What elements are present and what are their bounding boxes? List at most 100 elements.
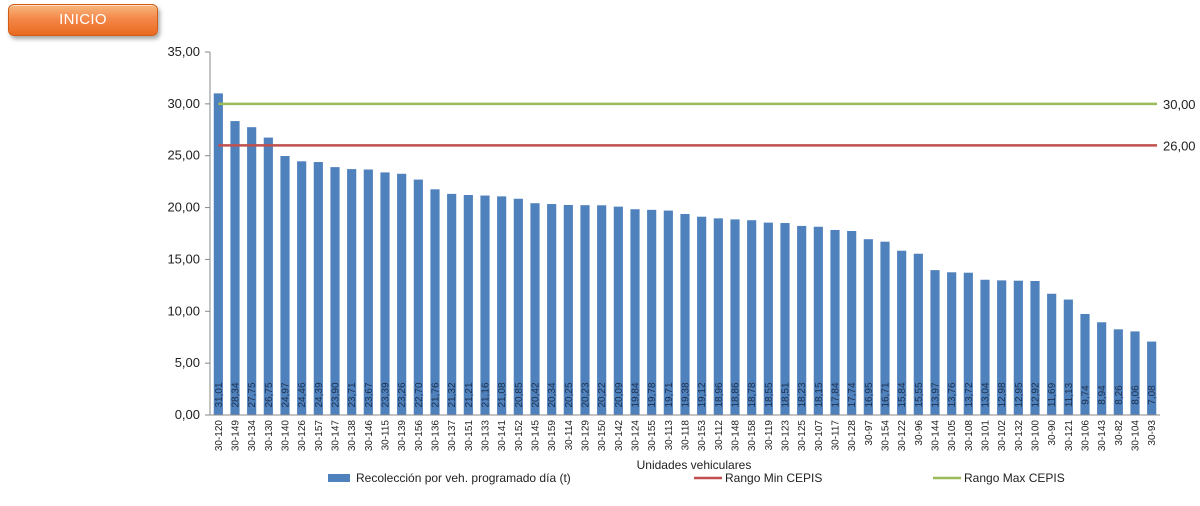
x-tick-label: 30-121: [1064, 420, 1075, 452]
bar-30-90: [1047, 293, 1057, 415]
bar-30-137: [447, 193, 457, 415]
x-tick-label: 30-126: [297, 420, 308, 452]
x-tick-label: 30-140: [281, 420, 292, 452]
bar-value-label: 18,51: [781, 382, 792, 407]
x-tick-label: 30-132: [1014, 420, 1025, 452]
bar-30-126: [297, 161, 307, 415]
bar-value-label: 27,75: [247, 382, 258, 407]
x-tick-label: 30-108: [964, 420, 975, 452]
bar-30-130: [263, 137, 273, 416]
x-tick-label: 30-155: [647, 420, 658, 452]
legend-swatch-bar: [328, 474, 350, 482]
bar-value-label: 20,42: [531, 382, 542, 407]
bar-30-133: [480, 195, 490, 415]
ref-line-label: 26,00: [1163, 138, 1196, 153]
legend-label-bar: Recolección por veh. programado día (t): [356, 471, 571, 485]
bar-30-145: [530, 203, 540, 415]
bar-value-label: 20,09: [614, 382, 625, 407]
bar-value-label: 18,55: [764, 382, 775, 407]
bar-value-label: 7,08: [1147, 385, 1158, 405]
x-tick-label: 30-148: [731, 420, 742, 452]
x-tick-label: 30-106: [1081, 420, 1092, 452]
bar-value-label: 16,71: [881, 382, 892, 407]
x-tick-label: 30-119: [764, 420, 775, 451]
bar-value-label: 20,23: [581, 382, 592, 407]
bar-value-label: 18,86: [731, 382, 742, 407]
bar-value-label: 16,95: [864, 382, 875, 407]
y-tick-label: 20,00: [167, 200, 200, 215]
bar-30-100: [1030, 281, 1040, 415]
bar-value-label: 23,90: [331, 382, 342, 407]
bar-value-labels: 31,01 28,34 27,75 26,75 24,97 24,46 24,39 23,90…: [214, 382, 1158, 407]
x-tick-label: 30-143: [1097, 420, 1108, 452]
bar-value-label: 24,97: [281, 382, 292, 407]
bar-value-label: 19,78: [647, 382, 658, 407]
bar-value-label: 15,84: [897, 382, 908, 407]
bar-30-139: [397, 173, 407, 415]
bar-30-152: [513, 198, 523, 415]
bar-value-label: 21,32: [447, 382, 458, 407]
bar-value-label: 22,70: [414, 382, 425, 407]
bar-30-149: [230, 121, 240, 415]
bar-30-142: [613, 206, 623, 415]
bar-value-label: 23,71: [347, 382, 358, 407]
y-tick-label: 10,00: [167, 303, 200, 318]
x-tick-label: 30-141: [497, 420, 508, 452]
x-tick-label: 30-157: [314, 420, 325, 452]
bar-30-114: [563, 204, 573, 415]
bar-value-label: 24,39: [314, 382, 325, 407]
x-tick-label: 30-133: [481, 420, 492, 452]
bar-value-label: 24,46: [297, 382, 308, 407]
y-tick-label: 30,00: [167, 96, 200, 111]
bar-value-label: 18,23: [797, 382, 808, 407]
bar-value-label: 21,16: [481, 382, 492, 407]
bar-value-label: 26,75: [264, 382, 275, 407]
bar-value-label: 8,94: [1097, 385, 1108, 405]
x-tick-label: 30-96: [914, 420, 925, 446]
x-tick-label: 30-151: [464, 420, 475, 452]
x-tick-label: 30-149: [231, 420, 242, 452]
bar-30-153: [697, 216, 707, 415]
y-axis-ticks: 0,00 5,00 10,00 15,00 20,00 25,00 30,00 35,00: [167, 44, 200, 422]
x-tick-label: 30-156: [414, 420, 425, 452]
bar-value-label: 23,67: [364, 382, 375, 407]
bar-value-label: 13,72: [964, 382, 975, 407]
bar-30-115: [380, 172, 390, 415]
bar-30-157: [313, 162, 323, 415]
x-tick-label: 30-158: [747, 420, 758, 452]
bar-30-147: [330, 167, 340, 415]
bar-30-124: [630, 209, 640, 415]
bar-30-156: [413, 179, 423, 415]
bar-30-120: [213, 93, 223, 415]
bar-value-label: 17,74: [847, 382, 858, 407]
bar-30-105: [947, 272, 957, 415]
x-tick-label: 30-82: [1114, 420, 1125, 446]
x-tick-label: 30-93: [1147, 420, 1158, 446]
bar-value-label: 9,74: [1081, 385, 1092, 405]
x-tick-label: 30-129: [581, 420, 592, 452]
bar-value-label: 13,04: [981, 382, 992, 407]
x-tick-label: 30-145: [531, 420, 542, 452]
bar-30-151: [463, 195, 473, 415]
x-tick-label: 30-128: [847, 420, 858, 452]
x-tick-label: 30-146: [364, 420, 375, 452]
bar-30-123: [780, 223, 790, 415]
x-tick-label: 30-90: [1047, 420, 1058, 446]
x-tick-label: 30-112: [714, 420, 725, 451]
y-tick-label: 0,00: [175, 407, 200, 422]
x-tick-label: 30-123: [781, 420, 792, 452]
bar-30-158: [747, 220, 757, 415]
bar-value-label: 23,39: [381, 382, 392, 407]
bar-value-label: 8,06: [1131, 385, 1142, 405]
bar-value-label: 19,71: [664, 382, 675, 407]
bar-30-148: [730, 219, 740, 415]
x-tick-label: 30-150: [597, 420, 608, 452]
inicio-button[interactable]: INICIO: [8, 4, 158, 36]
x-tick-label: 30-147: [331, 420, 342, 452]
x-tick-label: 30-152: [514, 420, 525, 452]
bar-value-label: 11,69: [1047, 382, 1058, 407]
bar-value-label: 20,85: [514, 382, 525, 407]
bar-value-label: 12,95: [1014, 382, 1025, 407]
legend: Recolección por veh. programado día (t) R…: [328, 471, 1065, 485]
